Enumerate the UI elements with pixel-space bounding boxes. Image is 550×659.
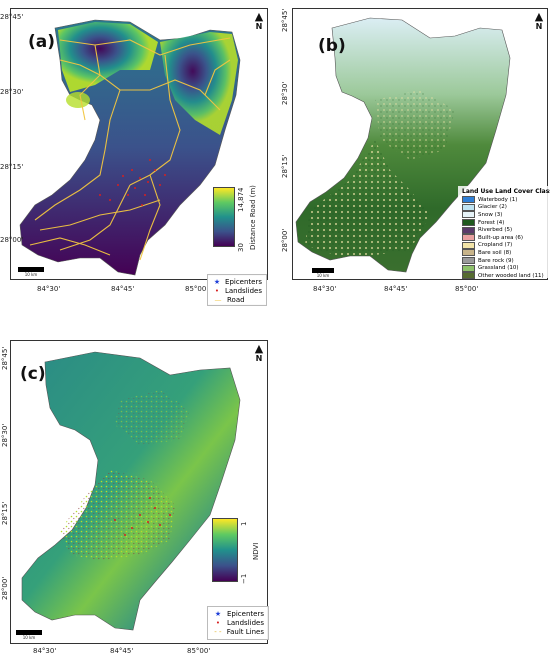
lat-tick-a-3: 28°00' <box>0 236 24 244</box>
legend-a-row-landslides: • Landslides <box>212 286 262 295</box>
colorbar-a-title: Distance Road (m) <box>249 185 257 250</box>
lon-tick-c-2: 85°00' <box>187 647 211 655</box>
panel-b-letter: (b) <box>318 36 346 56</box>
colorbar-c <box>212 518 238 582</box>
panel-c-map <box>21 351 241 631</box>
lat-tick-b-2: 28°15' <box>281 154 289 178</box>
colorbar-c-title: NDVI <box>252 542 260 560</box>
lulc-legend-item: Glacier (2) <box>462 203 544 212</box>
lulc-legend: Land Use Land Cover Classes Waterbody (1… <box>458 186 550 280</box>
panel-a-map <box>19 19 241 276</box>
north-arrow-icon: ▲ <box>254 10 264 23</box>
colorbar-a-min: 30 <box>237 243 245 252</box>
lat-tick-c-0: 28°45' <box>1 346 9 370</box>
lulc-legend-item: Snow (3) <box>462 211 544 219</box>
lulc-swatch <box>462 203 475 211</box>
lulc-swatch <box>462 219 475 227</box>
north-arrow-icon: ▲ <box>534 10 544 23</box>
colorbar-a-max: 14,874 <box>237 187 245 213</box>
lat-tick-b-1: 28°30' <box>281 81 289 105</box>
lulc-legend-label: Bare soil (8) <box>478 249 512 256</box>
lulc-legend-label: Other wooded land (11) <box>478 272 544 279</box>
lulc-swatch <box>462 211 475 219</box>
lon-tick-a-0: 84°30' <box>37 285 61 293</box>
dot-icon: • <box>215 618 221 627</box>
colorbar-a <box>213 187 235 247</box>
lon-tick-a-1: 84°45' <box>111 285 135 293</box>
lulc-legend-label: Built-up area (6) <box>478 234 523 241</box>
panel-c: (c) ▲ N 28°45' 28°30' 28°15' 28°00' 84°3… <box>0 330 275 659</box>
dashed-line-icon: - - <box>214 627 222 636</box>
lulc-legend-item: Waterbody (1) <box>462 196 544 204</box>
lulc-swatch <box>462 272 475 280</box>
legend-c-row-landslides: • Landslides <box>212 618 264 627</box>
panel-b-map <box>295 17 511 273</box>
panel-a: (a) ▲ N 28°45' 28°30' 28°15' 28°00' 84°3… <box>0 0 275 305</box>
lulc-legend-item: Other wooded land (11) <box>462 272 544 280</box>
lulc-swatch <box>462 257 475 265</box>
scale-bar-a: 10 km <box>18 267 44 277</box>
lulc-swatch <box>462 249 475 257</box>
lulc-legend-item: Riverbed (5) <box>462 226 544 234</box>
lulc-legend-label: Snow (3) <box>478 211 503 218</box>
scale-bar-c: 10 km <box>16 630 42 640</box>
legend-c-row-epicenters: ★ Epicenters <box>212 609 264 618</box>
lon-tick-b-2: 85°00' <box>455 285 479 293</box>
line-icon: — <box>214 295 222 304</box>
lulc-legend-label: Grassland (10) <box>478 265 519 272</box>
lulc-legend-label: Riverbed (5) <box>478 227 513 234</box>
lulc-swatch <box>462 196 475 204</box>
lon-tick-b-1: 84°45' <box>384 285 408 293</box>
star-icon: ★ <box>214 609 222 618</box>
lat-tick-c-3: 28°00' <box>1 576 9 600</box>
lat-tick-b-0: 28°45' <box>281 8 289 32</box>
lat-tick-a-2: 28°15' <box>0 163 24 171</box>
lon-tick-a-2: 85°00' <box>185 285 209 293</box>
legend-a-entries: ★ Epicenters • Landslides — Road <box>207 274 267 306</box>
colorbar-c-min: −1 <box>240 573 248 584</box>
north-arrow-icon: ▲ <box>254 342 264 355</box>
lulc-legend-label: Bare rock (9) <box>478 257 514 264</box>
lulc-legend-item: Bare rock (9) <box>462 257 544 265</box>
dot-icon: • <box>214 286 220 295</box>
lon-tick-b-0: 84°30' <box>313 285 337 293</box>
star-icon: ★ <box>213 277 221 286</box>
legend-c-row-fault-lines: - - Fault Lines <box>212 627 264 636</box>
north-arrow-b: ▲ N <box>532 10 546 31</box>
lat-tick-c-1: 28°30' <box>1 423 9 447</box>
legend-a-row-road: — Road <box>212 295 262 304</box>
lulc-legend-item: Cropland (7) <box>462 241 544 250</box>
legend-a-row-epicenters: ★ Epicenters <box>213 277 262 286</box>
lulc-legend-item: Bare soil (8) <box>462 249 544 257</box>
panel-c-letter: (c) <box>20 364 46 384</box>
lulc-legend-label: Forest (4) <box>478 219 505 226</box>
lulc-legend-item: Forest (4) <box>462 219 544 227</box>
north-arrow-c: ▲ N <box>252 342 266 363</box>
lulc-legend-item: Grassland (10) <box>462 264 544 272</box>
north-arrow-a: ▲ N <box>252 10 266 31</box>
lulc-swatch <box>462 226 475 234</box>
lat-tick-a-1: 28°30' <box>0 88 24 96</box>
lon-tick-c-1: 84°45' <box>110 647 134 655</box>
lulc-swatch <box>462 264 475 272</box>
lulc-swatch <box>462 241 475 249</box>
lulc-legend-label: Waterbody (1) <box>478 196 518 203</box>
lat-tick-c-2: 28°15' <box>1 501 9 525</box>
lulc-legend-label: Glacier (2) <box>478 204 507 211</box>
lon-tick-c-0: 84°30' <box>33 647 57 655</box>
panel-a-letter: (a) <box>28 32 56 52</box>
lulc-legend-item: Built-up area (6) <box>462 234 544 242</box>
scale-bar-b: 10 km <box>312 268 334 278</box>
legend-c: ★ Epicenters • Landslides - - Fault Line… <box>207 606 269 640</box>
lulc-legend-label: Cropland (7) <box>478 242 513 249</box>
colorbar-c-max: 1 <box>240 521 248 526</box>
lat-tick-b-3: 28°00' <box>281 228 289 252</box>
lulc-legend-title: Land Use Land Cover Classes <box>462 188 550 195</box>
panel-b: (b) ▲ N 28°45' 28°30' 28°15' 28°00' 84°3… <box>280 0 550 300</box>
lulc-swatch <box>462 234 475 242</box>
lat-tick-a-0: 28°45' <box>0 13 24 21</box>
